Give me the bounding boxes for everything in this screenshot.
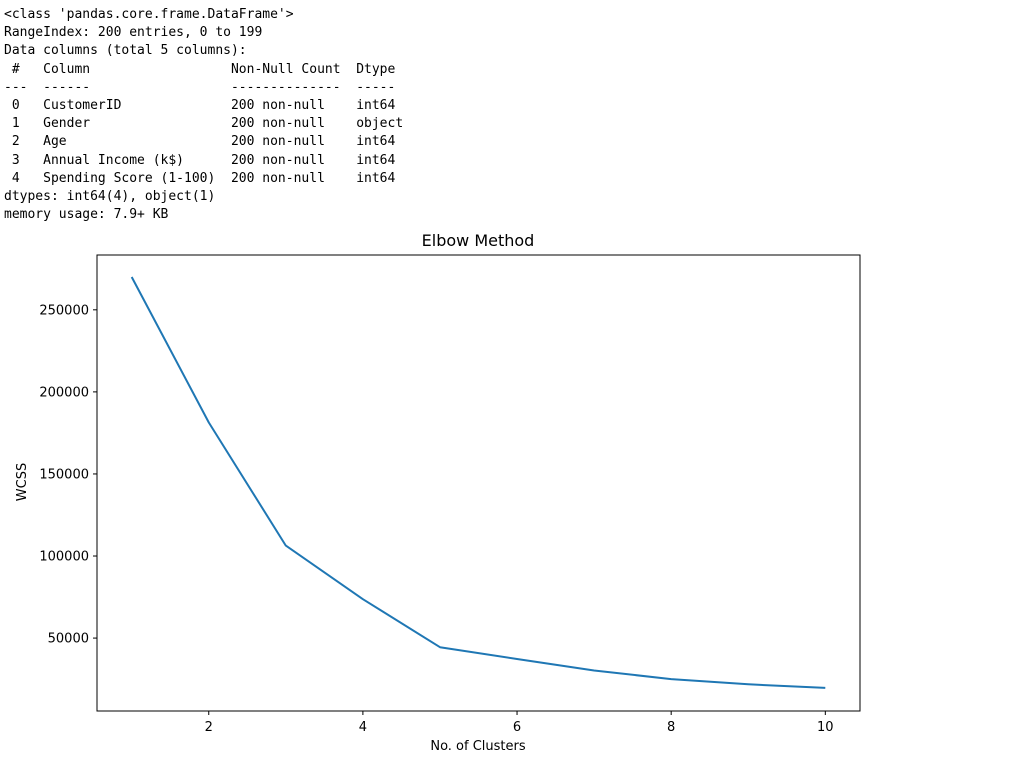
console-line: 3 Annual Income (k$) 200 non-null int64 bbox=[4, 152, 404, 168]
x-axis-label: No. of Clusters bbox=[430, 739, 526, 754]
console-line: 2 Age 200 non-null int64 bbox=[4, 134, 404, 150]
console-line: memory usage: 7.9+ KB bbox=[4, 207, 169, 223]
x-tick-label: 4 bbox=[359, 720, 367, 735]
console-line: dtypes: int64(4), object(1) bbox=[4, 188, 216, 204]
x-tick-label: 2 bbox=[205, 720, 213, 735]
wcss-line bbox=[130, 276, 826, 689]
y-tick-label: 200000 bbox=[39, 385, 89, 400]
console-output: <class 'pandas.core.frame.DataFrame'> Ran… bbox=[4, 6, 403, 224]
y-tick-label: 150000 bbox=[39, 467, 89, 482]
console-line: 1 Gender 200 non-null object bbox=[4, 116, 404, 132]
console-line: # Column Non-Null Count Dtype bbox=[4, 61, 404, 77]
console-line: --- ------ -------------- ----- bbox=[4, 79, 404, 95]
x-tick-label: 6 bbox=[513, 720, 521, 735]
x-tick-label: 8 bbox=[667, 720, 675, 735]
console-line: 0 CustomerID 200 non-null int64 bbox=[4, 97, 404, 113]
chart-title: Elbow Method bbox=[422, 231, 535, 250]
console-line: <class 'pandas.core.frame.DataFrame'> bbox=[4, 7, 294, 22]
plot-area-frame bbox=[96, 254, 861, 712]
y-tick-label: 100000 bbox=[39, 550, 89, 565]
console-line: Data columns (total 5 columns): bbox=[4, 43, 247, 59]
console-line: 4 Spending Score (1-100) 200 non-null in… bbox=[4, 170, 404, 186]
console-line: RangeIndex: 200 entries, 0 to 199 bbox=[4, 25, 263, 41]
x-tick-label: 10 bbox=[817, 720, 834, 735]
y-tick-label: 250000 bbox=[39, 303, 89, 318]
y-axis-label: WCSS bbox=[15, 463, 30, 501]
y-tick-label: 50000 bbox=[48, 632, 89, 647]
